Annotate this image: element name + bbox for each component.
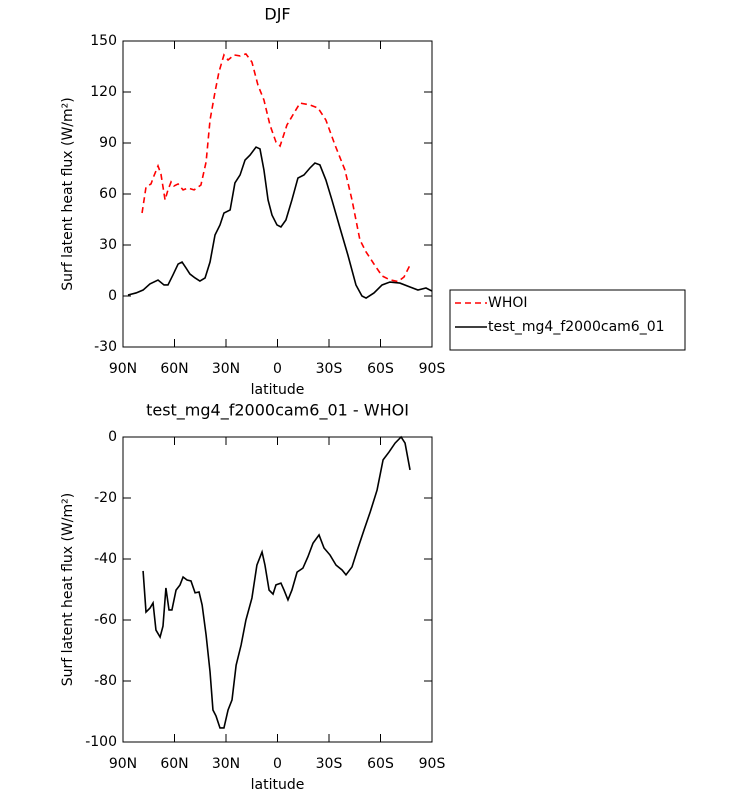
x-tick-label: 90S (419, 756, 446, 772)
data-line (141, 52, 411, 283)
y-tick-label: 60 (99, 186, 117, 202)
y-tick-label: -30 (94, 339, 117, 355)
y-tick-label: 150 (90, 33, 117, 49)
y-tick-label: 0 (108, 288, 117, 304)
chart-title: DJF (264, 5, 290, 24)
panel: DJF latitude Surf latent heat flux (W/m²) 9… (60, 5, 686, 398)
x-tick-label: 90S (419, 361, 446, 377)
legend-label: test_mg4_f2000cam6_01 (488, 319, 665, 335)
chart-title: test_mg4_f2000cam6_01 - WHOI (146, 401, 409, 421)
plot-frame (122, 40, 433, 348)
y-tick-label: -80 (94, 673, 117, 689)
x-tick-label: 60S (367, 756, 394, 772)
y-tick-label: 30 (99, 237, 117, 253)
x-tick-label: 0 (273, 361, 282, 377)
x-tick-label: 0 (273, 756, 282, 772)
y-tick-label: -100 (85, 734, 117, 750)
y-axis-label: Surf latent heat flux (W/m²) (60, 97, 76, 290)
y-tick-label: 0 (108, 429, 117, 445)
x-tick-label: 30N (212, 361, 240, 377)
plot-frame (122, 436, 433, 743)
y-tick-label: -20 (94, 490, 117, 506)
x-tick-label: 60N (160, 361, 188, 377)
x-tick-label: 90N (109, 361, 137, 377)
x-tick-label: 30S (316, 756, 343, 772)
y-tick-label: -40 (94, 551, 117, 567)
x-tick-label: 60N (160, 756, 188, 772)
y-tick-label: 120 (90, 84, 117, 100)
x-axis-label: latitude (251, 777, 305, 793)
x-tick-label: 90N (109, 756, 137, 772)
x-tick-label: 30S (316, 361, 343, 377)
y-axis-label: Surf latent heat flux (W/m²) (60, 493, 76, 686)
x-tick-label: 30N (212, 756, 240, 772)
data-line (142, 435, 411, 729)
x-tick-label: 60S (367, 361, 394, 377)
data-line (127, 146, 433, 299)
legend-label: WHOI (488, 295, 528, 311)
panel: test_mg4_f2000cam6_01 - WHOI latitude Surf… (60, 401, 445, 794)
y-tick-label: 90 (99, 135, 117, 151)
y-tick-label: -60 (94, 612, 117, 628)
x-axis-label: latitude (251, 382, 305, 398)
legend-box (449, 289, 686, 351)
